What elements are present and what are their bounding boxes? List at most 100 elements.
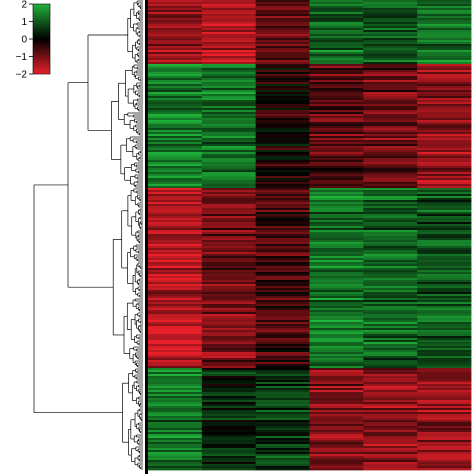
heatmap-cell: [255, 74, 310, 77]
heatmap-cell: [309, 40, 364, 43]
heatmap-cell: [309, 362, 364, 365]
heatmap-cell: [148, 8, 203, 11]
heatmap-cell: [255, 216, 310, 219]
heatmap-cell: [255, 164, 310, 167]
heatmap-cell: [148, 368, 203, 371]
heatmap-cell: [201, 124, 257, 127]
heatmap-cell: [363, 224, 418, 227]
heatmap-cell: [309, 166, 364, 169]
heatmap-cell: [309, 456, 364, 459]
heatmap-cell: [363, 118, 418, 121]
heatmap-cell: [309, 376, 364, 379]
heatmap-cell: [417, 2, 472, 5]
heatmap-cell: [363, 58, 418, 61]
heatmap-cell: [363, 358, 418, 361]
heatmap-cell: [417, 438, 472, 441]
heatmap-cell: [363, 382, 418, 385]
heatmap-cell: [417, 388, 472, 391]
heatmap-cell: [363, 82, 418, 85]
heatmap-cell: [148, 234, 203, 237]
heatmap-cell: [201, 384, 257, 387]
heatmap-cell: [363, 246, 418, 249]
heatmap-cell: [201, 358, 257, 361]
heatmap-cell: [255, 26, 310, 29]
heatmap-cell: [148, 188, 203, 191]
heatmap-cell: [201, 166, 257, 169]
heatmap-cell: [148, 196, 203, 199]
heatmap-cell: [363, 432, 418, 435]
heatmap-cell: [363, 158, 418, 161]
heatmap-cell: [309, 144, 364, 147]
heatmap-cell: [417, 326, 472, 329]
heatmap-cell: [148, 302, 203, 305]
heatmap-cell: [255, 210, 310, 213]
heatmap-cell: [148, 30, 203, 33]
heatmap-cell: [255, 382, 310, 385]
heatmap-cell: [148, 416, 203, 419]
heatmap-cell: [255, 268, 310, 271]
heatmap-cell: [255, 424, 310, 427]
heatmap-cell: [148, 458, 203, 461]
heatmap-cell: [201, 14, 257, 17]
heatmap-cell: [417, 128, 472, 131]
heatmap-cell: [255, 456, 310, 459]
heatmap-cell: [417, 94, 472, 97]
heatmap-cell: [255, 90, 310, 93]
heatmap-cell: [255, 106, 310, 109]
heatmap-cell: [309, 288, 364, 291]
heatmap-cell: [309, 422, 364, 425]
heatmap-cell: [417, 458, 472, 461]
heatmap-cell: [148, 294, 203, 297]
heatmap-cell: [148, 90, 203, 93]
color-legend: 2 1 0 −1 −2: [16, 0, 51, 81]
heatmap-cell: [417, 420, 472, 423]
heatmap-cell: [201, 174, 257, 177]
heatmap-cell: [148, 422, 203, 425]
heatmap-cell: [255, 332, 310, 335]
heatmap-cell: [363, 132, 418, 135]
heatmap-cell: [309, 308, 364, 311]
heatmap-cell: [255, 374, 310, 377]
heatmap-cell: [417, 444, 472, 447]
heatmap-cell: [417, 212, 472, 215]
heatmap-cell: [363, 368, 418, 371]
heatmap-cell: [363, 148, 418, 151]
heatmap-cell: [255, 458, 310, 461]
heatmap-cell: [417, 336, 472, 339]
heatmap-cell: [201, 214, 257, 217]
heatmap-cell: [417, 436, 472, 439]
heatmap-cell: [201, 54, 257, 57]
heatmap-cell: [309, 384, 364, 387]
heatmap-cell: [363, 366, 418, 369]
heatmap-cell: [201, 8, 257, 11]
heatmap-cell: [201, 420, 257, 423]
heatmap-cell: [363, 16, 418, 19]
heatmap-cell: [309, 396, 364, 399]
heatmap-cell: [363, 26, 418, 29]
heatmap-cell: [363, 452, 418, 455]
heatmap-cell: [309, 90, 364, 93]
heatmap-cell: [309, 164, 364, 167]
heatmap-cell: [417, 464, 472, 467]
heatmap-cell: [148, 190, 203, 193]
heatmap-cell: [255, 466, 310, 469]
heatmap-cell: [417, 418, 472, 421]
heatmap-cell: [363, 110, 418, 113]
heatmap-cell: [363, 346, 418, 349]
heatmap-cell: [201, 296, 257, 299]
heatmap-cell: [255, 230, 310, 233]
heatmap-cell: [309, 232, 364, 235]
heatmap-cell: [201, 186, 257, 189]
heatmap-cell: [363, 206, 418, 209]
heatmap-cell: [201, 132, 257, 135]
heatmap-cell: [309, 356, 364, 359]
heatmap-cell: [417, 84, 472, 87]
heatmap-cell: [148, 232, 203, 235]
heatmap-cell: [417, 30, 472, 33]
heatmap-cell: [417, 138, 472, 141]
heatmap-cell: [201, 52, 257, 55]
heatmap-cell: [309, 364, 364, 367]
heatmap-cell: [148, 394, 203, 397]
heatmap-cell: [309, 84, 364, 87]
heatmap-cell: [255, 238, 310, 241]
